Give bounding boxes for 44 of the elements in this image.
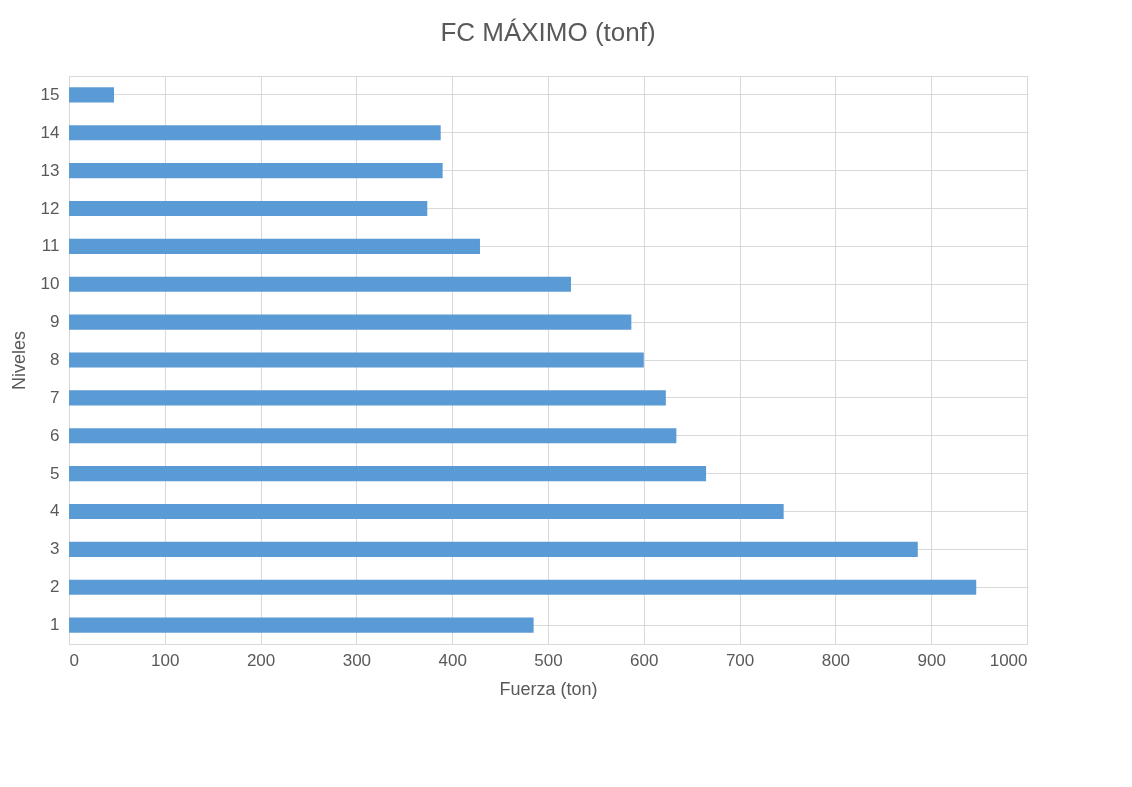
bar bbox=[69, 200, 428, 217]
x-tick-label: 300 bbox=[342, 650, 372, 670]
x-tick-label: 800 bbox=[821, 650, 851, 670]
y-tick-label: 10 bbox=[40, 274, 60, 294]
bar bbox=[69, 579, 977, 595]
y-tick-label: 7 bbox=[50, 387, 60, 407]
y-tick-label: 8 bbox=[50, 350, 60, 369]
x-tick-label: 400 bbox=[438, 650, 467, 670]
y-tick-label: 4 bbox=[50, 501, 60, 521]
bar bbox=[69, 541, 918, 557]
y-tick-label: 11 bbox=[41, 236, 60, 256]
x-tick-label: 100 bbox=[151, 650, 180, 670]
bar bbox=[69, 352, 644, 368]
x-tick-label: 200 bbox=[246, 650, 276, 670]
bar bbox=[69, 125, 441, 141]
x-tick-label: 900 bbox=[917, 650, 946, 670]
bar bbox=[69, 503, 784, 520]
bar bbox=[69, 314, 632, 330]
y-tick-label: 14 bbox=[40, 122, 60, 142]
bar bbox=[69, 163, 443, 179]
bar bbox=[69, 617, 534, 633]
bar bbox=[69, 428, 677, 444]
x-tick-label: 0 bbox=[69, 650, 79, 670]
y-tick-label: 2 bbox=[50, 577, 60, 597]
bar bbox=[69, 87, 115, 103]
x-tick-label: 600 bbox=[630, 650, 659, 670]
bar bbox=[69, 466, 707, 482]
y-tick-label: 9 bbox=[50, 312, 60, 332]
y-axis-title: Niveles bbox=[8, 330, 29, 391]
y-tick-label: 12 bbox=[40, 198, 60, 218]
bar bbox=[69, 390, 666, 406]
x-tick-label: 1000 bbox=[989, 650, 1028, 670]
x-axis-title: Fuerza (ton) bbox=[499, 678, 598, 699]
x-tick-label: 700 bbox=[725, 650, 755, 670]
y-tick-label: 6 bbox=[50, 425, 60, 445]
y-tick-label: 5 bbox=[50, 463, 60, 483]
bar bbox=[69, 238, 480, 254]
bar bbox=[69, 276, 571, 292]
y-tick-label: 13 bbox=[40, 160, 60, 180]
y-tick-label: 1 bbox=[50, 615, 60, 635]
y-tick-label: 15 bbox=[40, 84, 60, 104]
x-tick-label: 500 bbox=[534, 650, 563, 670]
chart-title: FC MÁXIMO (tonf) bbox=[440, 17, 656, 47]
y-tick-label: 3 bbox=[50, 539, 60, 559]
